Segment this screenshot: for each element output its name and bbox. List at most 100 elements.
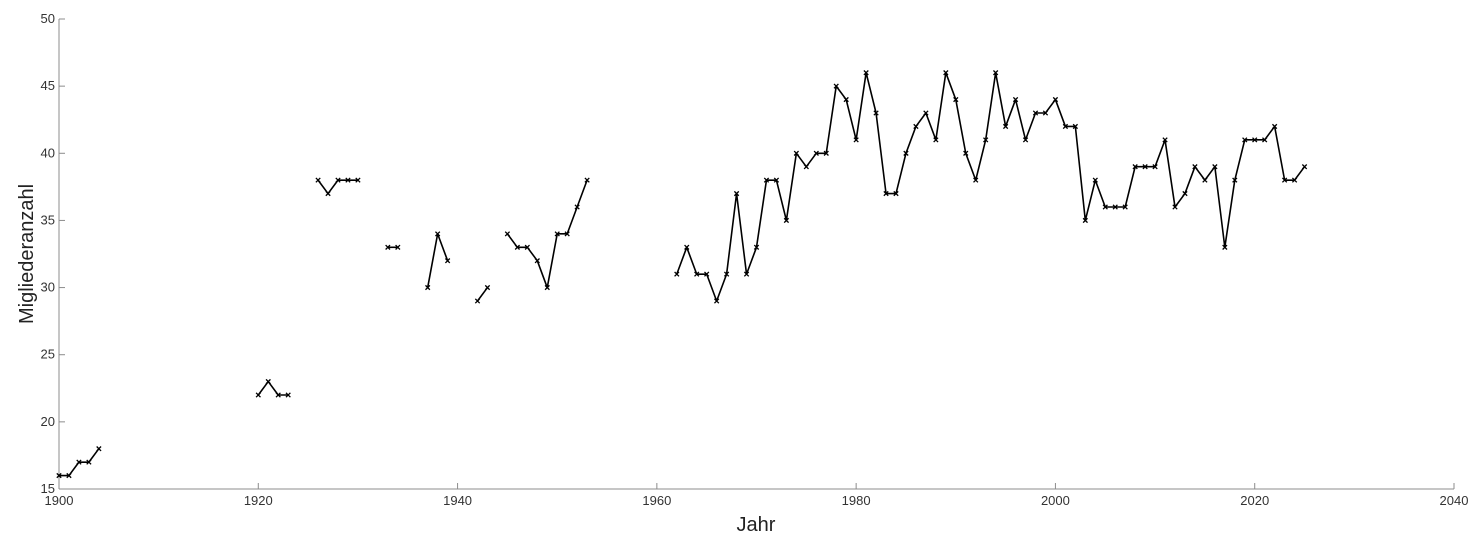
data-point-marker	[355, 177, 361, 183]
data-point-marker	[1212, 164, 1218, 170]
data-point-marker	[923, 110, 929, 116]
data-point-marker	[315, 177, 321, 183]
data-point-marker	[723, 271, 730, 277]
data-point-marker	[1202, 177, 1208, 183]
data-point-marker	[913, 123, 919, 130]
y-tick-label: 50	[41, 11, 55, 26]
data-series	[56, 70, 1308, 479]
data-point-marker	[853, 137, 859, 143]
data-point-marker	[66, 472, 72, 479]
data-point-marker	[534, 258, 540, 264]
data-point-marker	[963, 150, 969, 156]
data-point-marker	[255, 392, 261, 398]
y-tick-label: 20	[41, 414, 55, 429]
x-tick-label: 1960	[642, 493, 671, 508]
data-point-marker	[265, 378, 271, 385]
data-point-marker	[425, 284, 431, 291]
data-point-marker	[1022, 137, 1029, 143]
data-point-marker	[444, 258, 451, 264]
x-tick-label: 1940	[443, 493, 472, 508]
series-line-segment	[676, 71, 1306, 302]
data-point-marker	[763, 177, 770, 183]
x-axis-title: Jahr	[737, 514, 776, 535]
data-point-marker	[484, 284, 491, 291]
data-point-marker	[863, 70, 869, 76]
data-point-marker	[943, 70, 949, 76]
data-point-marker	[803, 164, 809, 170]
series-line-segment	[426, 233, 449, 288]
data-point-marker	[1032, 110, 1039, 116]
data-point-marker	[1042, 110, 1049, 116]
data-point-marker	[1112, 204, 1118, 210]
data-point-marker	[783, 217, 790, 224]
data-point-marker	[684, 244, 690, 250]
data-point-marker	[96, 446, 102, 452]
data-point-marker	[793, 150, 800, 156]
data-point-marker	[285, 392, 291, 398]
x-tick-label: 1920	[244, 493, 273, 508]
data-point-marker	[335, 177, 341, 183]
data-point-marker	[773, 177, 780, 183]
data-point-marker	[325, 190, 331, 197]
y-tick-label: 40	[41, 145, 55, 160]
axes	[58, 18, 1455, 490]
x-tick-label: 2000	[1041, 493, 1070, 508]
data-point-marker	[1082, 217, 1088, 224]
y-tick-label: 25	[41, 347, 55, 362]
data-point-marker	[933, 137, 939, 143]
data-point-marker	[743, 271, 750, 277]
data-point-marker	[1291, 177, 1298, 183]
data-point-marker	[1142, 164, 1148, 170]
x-tick-label: 2040	[1440, 493, 1469, 508]
data-point-marker	[1092, 177, 1098, 183]
data-point-marker	[1301, 164, 1308, 170]
data-point-marker	[1192, 164, 1198, 170]
data-point-marker	[893, 190, 899, 197]
data-point-marker	[544, 284, 550, 291]
y-axis-title: Migliederanzahl	[16, 184, 38, 324]
data-point-marker	[1072, 123, 1079, 130]
series-line-segment	[317, 179, 358, 195]
data-point-marker	[474, 298, 481, 304]
data-point-marker	[813, 150, 819, 156]
data-point-marker	[554, 231, 560, 237]
data-point-marker	[434, 231, 441, 237]
data-point-marker	[1062, 123, 1069, 130]
data-point-marker	[843, 96, 849, 103]
y-tick-label: 35	[41, 212, 55, 227]
data-point-marker	[983, 137, 989, 143]
data-point-marker	[1262, 137, 1268, 143]
data-point-marker	[753, 244, 760, 250]
data-point-marker	[1012, 96, 1019, 103]
data-point-marker	[1172, 204, 1178, 210]
data-point-marker	[823, 150, 829, 156]
data-point-marker	[275, 392, 281, 398]
data-point-marker	[574, 204, 580, 210]
data-point-marker	[1271, 123, 1278, 130]
data-point-marker	[584, 177, 590, 183]
data-point-marker	[713, 298, 720, 304]
x-tick-label: 1980	[842, 493, 871, 508]
data-point-marker	[992, 70, 999, 76]
data-point-marker	[524, 244, 530, 250]
data-point-marker	[56, 472, 62, 479]
data-point-marker	[1222, 244, 1228, 250]
data-point-marker	[973, 177, 979, 183]
data-point-marker	[564, 231, 570, 237]
data-point-marker	[504, 231, 511, 237]
data-point-marker	[1252, 137, 1258, 143]
data-point-marker	[833, 83, 839, 89]
data-point-marker	[1152, 164, 1158, 170]
series-line-segment	[506, 179, 588, 289]
data-point-marker	[1182, 190, 1188, 197]
data-point-marker	[883, 190, 889, 197]
data-point-marker	[395, 244, 401, 250]
data-point-marker	[76, 459, 82, 465]
data-point-marker	[514, 244, 521, 250]
data-point-marker	[345, 177, 351, 183]
x-tick-label: 1900	[45, 493, 74, 508]
data-point-marker	[903, 150, 909, 156]
data-point-marker	[704, 271, 710, 277]
data-point-marker	[1281, 177, 1288, 183]
data-point-marker	[694, 271, 700, 277]
